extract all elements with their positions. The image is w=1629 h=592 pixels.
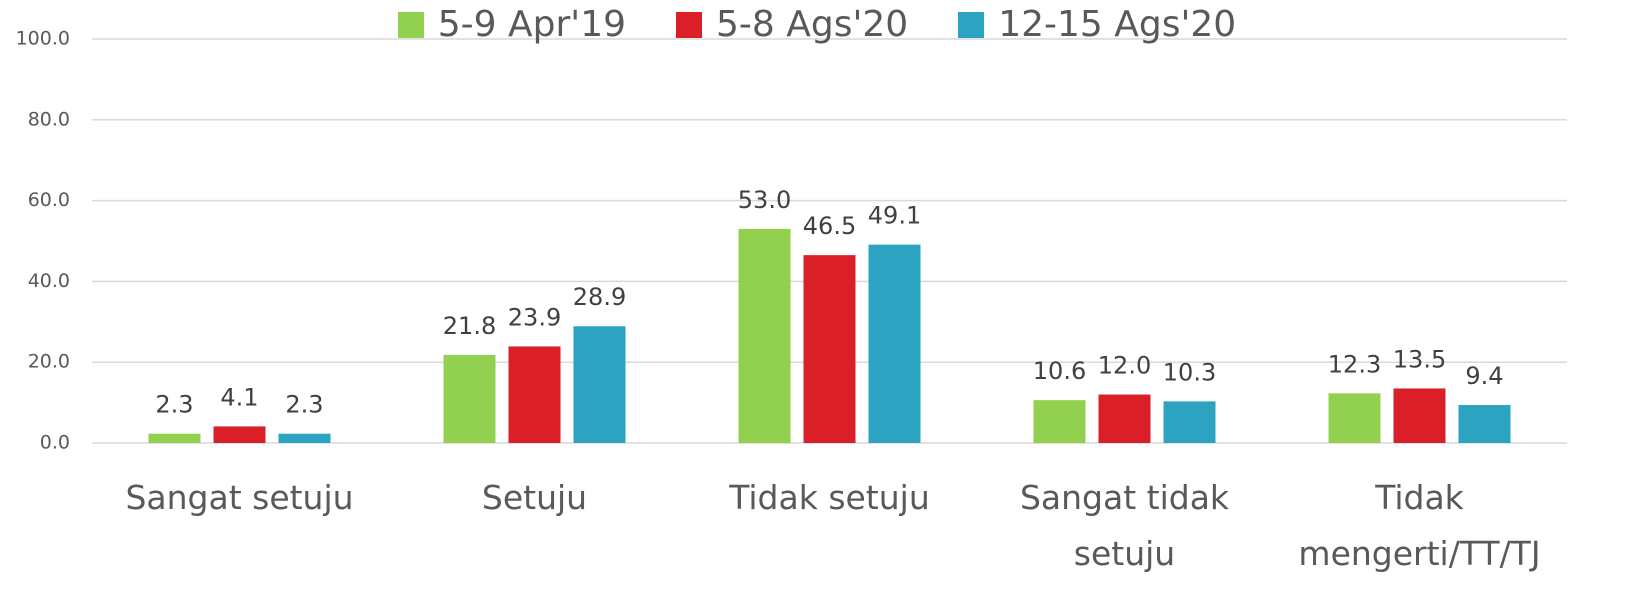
bar: [1393, 388, 1446, 443]
legend-label: 5-8 Ags'20: [716, 4, 909, 45]
bar: [738, 228, 791, 443]
bar: [573, 326, 626, 443]
bar: [148, 433, 201, 443]
value-label: 49.1: [868, 202, 921, 230]
legend-swatch: [958, 11, 985, 38]
y-tick-label: 60.0: [28, 189, 70, 211]
bar: [1033, 400, 1086, 443]
y-tick-label: 80.0: [28, 108, 70, 130]
value-label: 28.9: [573, 283, 626, 311]
bar: [508, 346, 561, 443]
y-tick-label: 100.0: [16, 28, 70, 50]
legend-swatch: [397, 11, 424, 38]
value-label: 13.5: [1393, 345, 1446, 373]
value-label: 12.3: [1328, 350, 1381, 378]
value-label: 2.3: [285, 391, 323, 419]
value-label: 2.3: [155, 391, 193, 419]
legend-label: 12-15 Ags'20: [998, 4, 1237, 45]
bar: [1098, 394, 1151, 443]
y-tick-label: 0.0: [40, 432, 70, 454]
bar: [868, 244, 921, 443]
y-tick-label: 40.0: [28, 270, 70, 292]
bar: [213, 426, 266, 443]
legend-swatch: [676, 11, 703, 38]
x-tick-label: Sangat setuju: [125, 478, 354, 517]
value-label: 53.0: [738, 186, 791, 214]
bar: [1163, 401, 1216, 443]
x-tick-label: Tidak setuju: [729, 478, 930, 517]
value-label: 10.3: [1163, 358, 1216, 386]
bar: [1328, 393, 1381, 443]
legend-item: 5-9 Apr'19: [397, 4, 627, 45]
legend-item: 12-15 Ags'20: [958, 4, 1236, 45]
value-label: 21.8: [443, 312, 496, 340]
legend-label: 5-9 Apr'19: [437, 4, 627, 45]
value-label: 9.4: [1465, 362, 1503, 390]
bar: [1458, 405, 1511, 443]
value-label: 12.0: [1098, 352, 1151, 380]
x-tick-label: Sangat tidak setuju: [1019, 478, 1230, 573]
legend-item: 5-8 Ags'20: [676, 4, 908, 45]
bar: [443, 354, 496, 443]
bar: [803, 255, 856, 443]
legend: 5-9 Apr'19 5-8 Ags'20 12-15 Ags'20: [0, 4, 1629, 45]
value-label: 10.6: [1033, 357, 1086, 385]
y-tick-label: 20.0: [28, 351, 70, 373]
x-tick-label: Tidak mengerti/TT/TJ: [1298, 478, 1541, 573]
value-label: 4.1: [220, 383, 258, 411]
x-tick-label: Setuju: [481, 478, 588, 517]
bar: [278, 433, 331, 443]
value-label: 23.9: [508, 303, 561, 331]
value-label: 46.5: [803, 212, 856, 240]
